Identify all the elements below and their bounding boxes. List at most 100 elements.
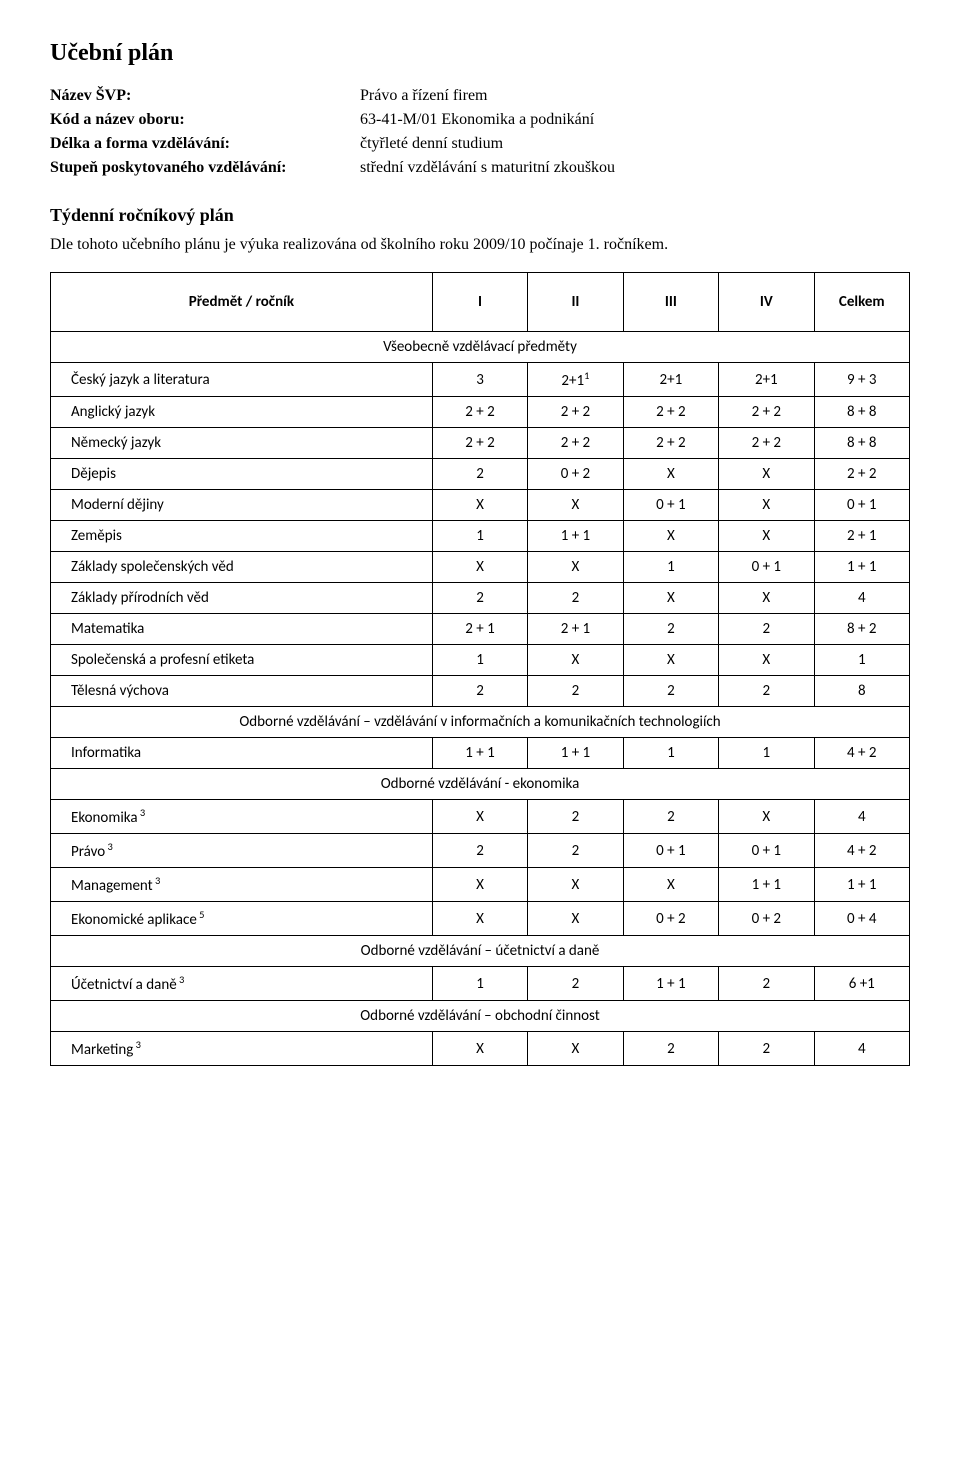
- subject-cell: Právo 3: [51, 834, 433, 868]
- value-cell: X: [623, 583, 718, 614]
- value-cell: X: [528, 490, 623, 521]
- value-cell: 1: [432, 645, 527, 676]
- value-cell: X: [528, 552, 623, 583]
- value-cell: X: [528, 1032, 623, 1066]
- value-cell: 4 + 2: [814, 834, 909, 868]
- value-cell: X: [528, 645, 623, 676]
- meta-label: Kód a název oboru:: [50, 111, 360, 129]
- value-cell: 2 + 2: [719, 428, 814, 459]
- value-cell: 0 + 4: [814, 902, 909, 936]
- value-cell: X: [623, 459, 718, 490]
- curriculum-table: Předmět / ročník I II III IV Celkem Všeo…: [50, 272, 910, 1066]
- value-cell: 2: [719, 967, 814, 1001]
- value-cell: X: [719, 459, 814, 490]
- table-section-row: Odborné vzdělávání – účetnictví a daně: [51, 936, 910, 967]
- subject-cell: Matematika: [51, 614, 433, 645]
- col-total: Celkem: [814, 273, 909, 332]
- value-cell: 8 + 8: [814, 397, 909, 428]
- table-row: Zeměpis11 + 1XX2 + 1: [51, 521, 910, 552]
- subject-cell: Tělesná výchova: [51, 676, 433, 707]
- subject-cell: Ekonomika 3: [51, 800, 433, 834]
- value-cell: X: [623, 521, 718, 552]
- value-cell: 2 + 2: [528, 428, 623, 459]
- value-cell: 2: [719, 676, 814, 707]
- table-row: Společenská a profesní etiketa1XXX1: [51, 645, 910, 676]
- subject-cell: Anglický jazyk: [51, 397, 433, 428]
- section-label: Všeobecně vzdělávací předměty: [51, 332, 910, 363]
- table-section-row: Odborné vzdělávání – vzdělávání v inform…: [51, 707, 910, 738]
- subject-cell: Moderní dějiny: [51, 490, 433, 521]
- subject-cell: Německý jazyk: [51, 428, 433, 459]
- value-cell: 3: [432, 363, 527, 397]
- meta-value: čtyřleté denní studium: [360, 135, 910, 153]
- value-cell: 8 + 2: [814, 614, 909, 645]
- meta-block: Název ŠVP: Právo a řízení firem Kód a ná…: [50, 87, 910, 177]
- meta-row: Délka a forma vzdělávání: čtyřleté denní…: [50, 135, 910, 153]
- subject-cell: Management 3: [51, 868, 433, 902]
- value-cell: 2+1: [623, 363, 718, 397]
- table-row: Informatika1 + 11 + 1114 + 2: [51, 738, 910, 769]
- value-cell: 1 + 1: [719, 868, 814, 902]
- meta-value: Právo a řízení firem: [360, 87, 910, 105]
- value-cell: 1: [432, 521, 527, 552]
- value-cell: X: [719, 490, 814, 521]
- col-iv: IV: [719, 273, 814, 332]
- value-cell: 2 + 2: [432, 397, 527, 428]
- value-cell: 1: [814, 645, 909, 676]
- value-cell: X: [432, 1032, 527, 1066]
- value-cell: X: [719, 645, 814, 676]
- table-section-row: Všeobecně vzdělávací předměty: [51, 332, 910, 363]
- value-cell: 1: [719, 738, 814, 769]
- meta-row: Stupeň poskytovaného vzdělávání: střední…: [50, 159, 910, 177]
- table-body: Všeobecně vzdělávací předmětyČeský jazyk…: [51, 332, 910, 1066]
- table-row: Účetnictví a daně 3121 + 126 +1: [51, 967, 910, 1001]
- value-cell: 1 + 1: [528, 521, 623, 552]
- value-cell: X: [623, 645, 718, 676]
- value-cell: 0 + 1: [719, 834, 814, 868]
- value-cell: 2: [623, 676, 718, 707]
- value-cell: 1 + 1: [623, 967, 718, 1001]
- meta-value: střední vzdělávání s maturitní zkouškou: [360, 159, 910, 177]
- value-cell: 2 + 1: [528, 614, 623, 645]
- subject-cell: Informatika: [51, 738, 433, 769]
- value-cell: X: [528, 902, 623, 936]
- table-row: Tělesná výchova22228: [51, 676, 910, 707]
- page-title: Učební plán: [50, 40, 910, 67]
- table-row: Ekonomické aplikace 5XX0 + 20 + 20 + 4: [51, 902, 910, 936]
- section-label: Odborné vzdělávání – vzdělávání v inform…: [51, 707, 910, 738]
- value-cell: 2 + 2: [623, 428, 718, 459]
- meta-label: Název ŠVP:: [50, 87, 360, 105]
- value-cell: 4 + 2: [814, 738, 909, 769]
- table-section-row: Odborné vzdělávání - ekonomika: [51, 769, 910, 800]
- value-cell: 1 + 1: [432, 738, 527, 769]
- value-cell: 2: [623, 1032, 718, 1066]
- table-row: Marketing 3XX224: [51, 1032, 910, 1066]
- value-cell: X: [528, 868, 623, 902]
- section-label: Odborné vzdělávání – obchodní činnost: [51, 1001, 910, 1032]
- value-cell: 9 + 3: [814, 363, 909, 397]
- value-cell: 2: [528, 583, 623, 614]
- value-cell: 6 +1: [814, 967, 909, 1001]
- value-cell: 1 + 1: [528, 738, 623, 769]
- subject-cell: Základy přírodních věd: [51, 583, 433, 614]
- subject-cell: Základy společenských věd: [51, 552, 433, 583]
- value-cell: X: [432, 490, 527, 521]
- value-cell: 2 + 1: [432, 614, 527, 645]
- value-cell: 4: [814, 1032, 909, 1066]
- value-cell: 1 + 1: [814, 552, 909, 583]
- value-cell: X: [432, 800, 527, 834]
- section-heading: Týdenní ročníkový plán: [50, 205, 910, 226]
- meta-row: Kód a název oboru: 63-41-M/01 Ekonomika …: [50, 111, 910, 129]
- table-row: Základy společenských vědXX10 + 11 + 1: [51, 552, 910, 583]
- subject-cell: Marketing 3: [51, 1032, 433, 1066]
- subject-cell: Zeměpis: [51, 521, 433, 552]
- value-cell: 2: [623, 614, 718, 645]
- value-cell: 1: [623, 552, 718, 583]
- value-cell: 1: [623, 738, 718, 769]
- value-cell: X: [719, 583, 814, 614]
- value-cell: 2 + 2: [432, 428, 527, 459]
- value-cell: 2: [432, 459, 527, 490]
- value-cell: 0 + 1: [623, 490, 718, 521]
- value-cell: X: [623, 868, 718, 902]
- table-row: Německý jazyk2 + 22 + 22 + 22 + 28 + 8: [51, 428, 910, 459]
